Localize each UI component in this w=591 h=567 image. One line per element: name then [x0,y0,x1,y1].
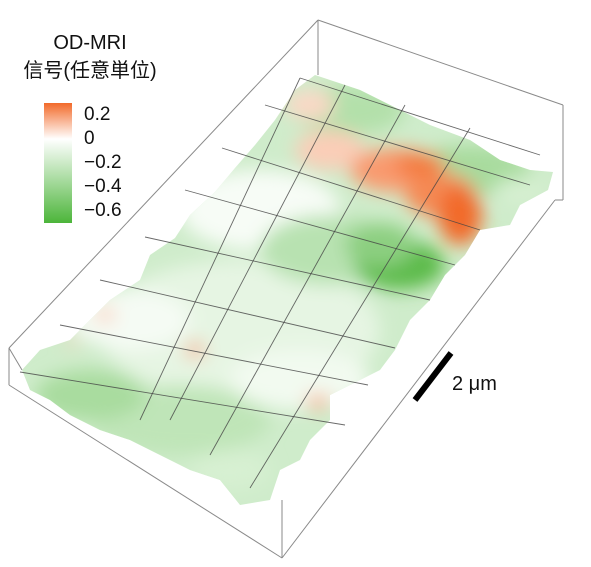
legend-title-line1: OD-MRI [53,32,127,54]
box-front [8,199,563,559]
surface-grid [19,77,541,489]
colorbar [44,103,72,223]
colorbar-tick-label: −0.2 [84,152,122,173]
legend-title-line2: 信号(任意単位) [23,60,157,82]
colorbar-tick-label: −0.6 [84,200,122,221]
scale-bar-label: 2 μm [452,373,497,395]
colorbar-tick-label: 0.2 [84,104,111,125]
colorbar-tick-label: 0 [84,128,95,149]
scale-bar [412,351,454,402]
colorbar-tick-label: −0.4 [84,176,122,197]
box-back [8,19,564,385]
